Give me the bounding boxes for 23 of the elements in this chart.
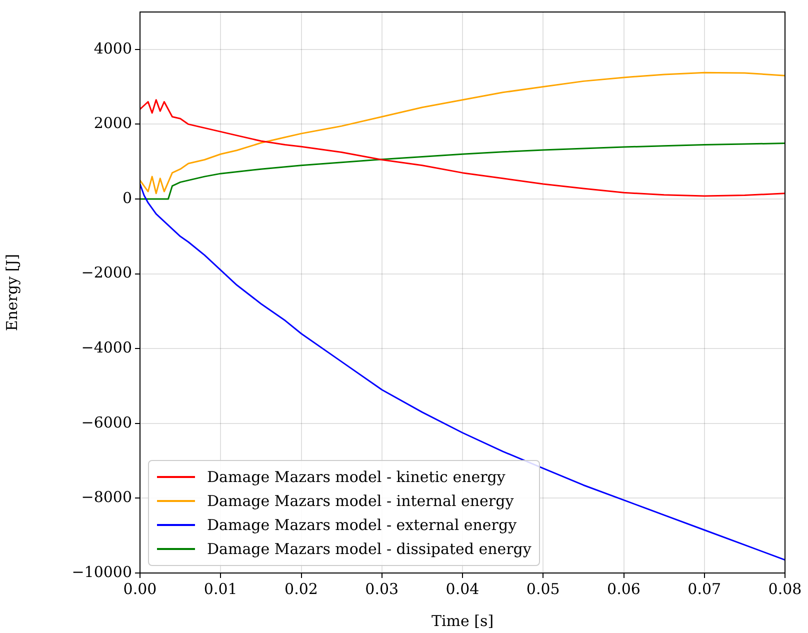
y-tick-label: −8000 [81, 488, 132, 506]
x-tick-label: 0.07 [688, 580, 722, 598]
y-tick-label: −6000 [81, 413, 132, 432]
legend-label: Damage Mazars model - kinetic energy [207, 468, 506, 486]
y-tick-label: 4000 [94, 39, 132, 58]
y-tick-label: −4000 [81, 338, 132, 356]
y-tick-label: −2000 [81, 264, 132, 282]
y-tick-label: 0 [122, 188, 132, 207]
legend-label: Damage Mazars model - dissipated energy [207, 540, 532, 558]
legend-label: Damage Mazars model - external energy [207, 516, 517, 534]
x-tick-label: 0.01 [204, 580, 238, 598]
y-tick-label: −10000 [72, 562, 132, 581]
x-tick-label: 0.04 [446, 580, 480, 598]
x-tick-label: 0.03 [365, 580, 399, 598]
x-tick-label: 0.05 [526, 580, 560, 598]
x-tick-label: 0.00 [123, 580, 157, 598]
y-tick-label: 2000 [94, 114, 132, 132]
x-tick-label: 0.08 [768, 580, 802, 598]
x-tick-label: 0.06 [607, 580, 640, 598]
x-axis-title: Time [s] [431, 612, 494, 630]
legend-label: Damage Mazars model - internal energy [207, 492, 514, 510]
x-tick-label: 0.02 [284, 580, 318, 598]
y-axis-title: Energy [J] [2, 254, 21, 332]
